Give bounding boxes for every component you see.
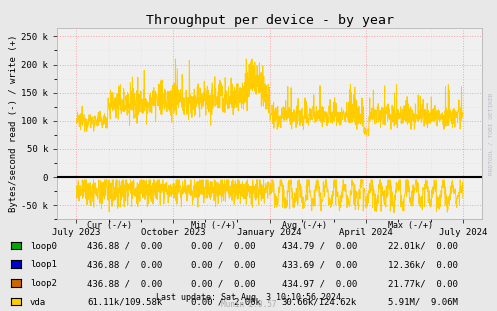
Text: 436.88 /  0.00: 436.88 / 0.00 [87,242,162,251]
Text: 436.88 /  0.00: 436.88 / 0.00 [87,261,162,269]
Text: 434.97 /  0.00: 434.97 / 0.00 [282,279,357,288]
Text: Munin 2.0.57: Munin 2.0.57 [221,300,276,309]
Text: 0.00 /  0.00: 0.00 / 0.00 [191,242,256,251]
Text: 436.88 /  0.00: 436.88 / 0.00 [87,279,162,288]
Text: Max (-/+): Max (-/+) [388,220,433,230]
Text: loop1: loop1 [30,261,57,269]
Text: 0.00 /  0.00: 0.00 / 0.00 [191,261,256,269]
Text: vda: vda [30,298,46,307]
Text: 0.00 /  2.06k: 0.00 / 2.06k [191,298,261,307]
Text: 5.91M/  9.06M: 5.91M/ 9.06M [388,298,458,307]
Text: loop2: loop2 [30,279,57,288]
Text: Last update: Sat Aug  3 10:10:56 2024: Last update: Sat Aug 3 10:10:56 2024 [156,293,341,302]
Text: 30.66k/124.62k: 30.66k/124.62k [282,298,357,307]
Text: Min (-/+): Min (-/+) [191,220,237,230]
Text: 22.01k/  0.00: 22.01k/ 0.00 [388,242,458,251]
Text: Avg (-/+): Avg (-/+) [282,220,327,230]
Text: loop0: loop0 [30,242,57,251]
Title: Throughput per device - by year: Throughput per device - by year [146,14,394,27]
Text: 433.69 /  0.00: 433.69 / 0.00 [282,261,357,269]
Text: 0.00 /  0.00: 0.00 / 0.00 [191,279,256,288]
Text: RRDTOOL / TOBI OETIKER: RRDTOOL / TOBI OETIKER [489,92,494,175]
Text: 61.11k/109.58k: 61.11k/109.58k [87,298,162,307]
Y-axis label: Bytes/second read (-) / write (+): Bytes/second read (-) / write (+) [9,35,18,212]
Text: Cur (-/+): Cur (-/+) [87,220,132,230]
Text: 21.77k/  0.00: 21.77k/ 0.00 [388,279,458,288]
Text: 434.79 /  0.00: 434.79 / 0.00 [282,242,357,251]
Text: 12.36k/  0.00: 12.36k/ 0.00 [388,261,458,269]
